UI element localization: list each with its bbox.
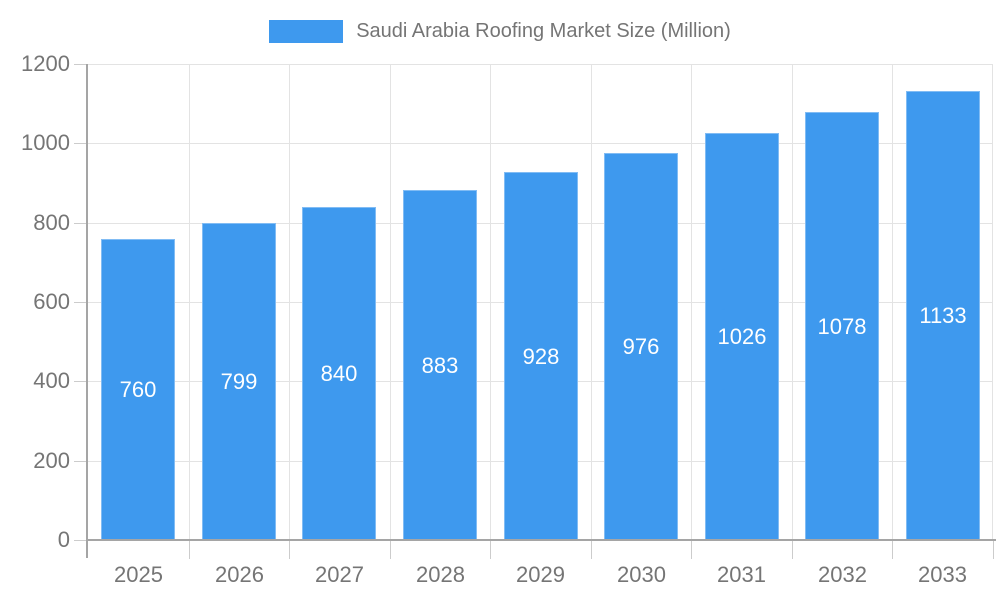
- x-tick: [289, 541, 290, 559]
- bar-value-label: 976: [622, 334, 660, 359]
- gridline-vertical: [189, 64, 190, 540]
- legend-title: Saudi Arabia Roofing Market Size (Millio…: [356, 20, 731, 42]
- y-tick-label: 200: [33, 448, 70, 473]
- legend[interactable]: Saudi Arabia Roofing Market Size (Millio…: [0, 19, 1000, 43]
- bar-2028[interactable]: 883: [403, 190, 477, 540]
- bar-2031[interactable]: 1026: [705, 133, 779, 540]
- plot-area: 760 799 840 883 928 976 1026 1078 1133: [88, 64, 993, 540]
- plot-right-border: [992, 64, 993, 540]
- x-tick-label: 2031: [717, 562, 766, 587]
- bar-value-label: 1133: [919, 303, 967, 328]
- y-tick: [74, 540, 88, 541]
- gridline-vertical: [390, 64, 391, 540]
- gridline-horizontal: [88, 64, 993, 65]
- y-tick: [74, 64, 88, 65]
- bar-value-label: 1026: [717, 324, 767, 349]
- x-tick-label: 2026: [215, 562, 264, 587]
- y-tick-label: 600: [33, 289, 70, 314]
- bar-value-label: 799: [220, 369, 258, 394]
- gridline-vertical: [490, 64, 491, 540]
- gridline-vertical: [892, 64, 893, 540]
- gridline-vertical: [691, 64, 692, 540]
- y-tick: [74, 381, 88, 382]
- bar-2025[interactable]: 760: [101, 239, 175, 540]
- x-tick: [490, 541, 491, 559]
- y-tick-label: 400: [33, 368, 70, 393]
- bar-value-label: 883: [421, 352, 459, 378]
- x-tick: [792, 541, 793, 559]
- y-tick-label: 1200: [21, 51, 70, 76]
- y-tick-label: 0: [57, 527, 70, 552]
- legend-swatch: [269, 19, 344, 43]
- x-tick: [691, 541, 692, 559]
- x-tick: [591, 541, 592, 559]
- bar-2027[interactable]: 840: [302, 207, 376, 540]
- bar-value-label: 1078: [817, 313, 867, 339]
- y-tick-label: 1000: [21, 130, 70, 155]
- bar-2030[interactable]: 976: [604, 153, 678, 540]
- gridline-vertical: [792, 64, 793, 540]
- x-tick-label: 2029: [516, 562, 565, 587]
- y-tick: [74, 223, 88, 224]
- x-tick: [189, 541, 190, 559]
- x-tick-label: 2028: [416, 562, 465, 587]
- x-tick: [892, 541, 893, 559]
- y-tick-label: 800: [33, 210, 70, 235]
- x-tick-label: 2030: [617, 562, 666, 587]
- x-tick-label: 2027: [315, 562, 364, 587]
- y-axis-line: [86, 64, 88, 558]
- x-tick-label: 2032: [818, 562, 867, 587]
- bar-2029[interactable]: 928: [504, 172, 578, 540]
- bar-2033[interactable]: 1133: [906, 91, 980, 540]
- x-tick-label: 2033: [918, 562, 967, 587]
- x-axis-line: [87, 539, 996, 541]
- y-tick: [74, 461, 88, 462]
- bar-2026[interactable]: 799: [202, 223, 276, 540]
- gridline-vertical: [289, 64, 290, 540]
- gridline-horizontal: [88, 143, 993, 144]
- x-tick: [993, 541, 994, 559]
- gridline-vertical: [591, 64, 592, 540]
- bar-value-label: 928: [522, 343, 560, 369]
- x-tick: [390, 541, 391, 559]
- y-tick: [74, 143, 88, 144]
- y-tick: [74, 302, 88, 303]
- x-tick-label: 2025: [114, 562, 163, 587]
- bar-value-label: 840: [320, 361, 358, 386]
- bar-value-label: 760: [119, 377, 157, 402]
- bar-2032[interactable]: 1078: [805, 112, 879, 540]
